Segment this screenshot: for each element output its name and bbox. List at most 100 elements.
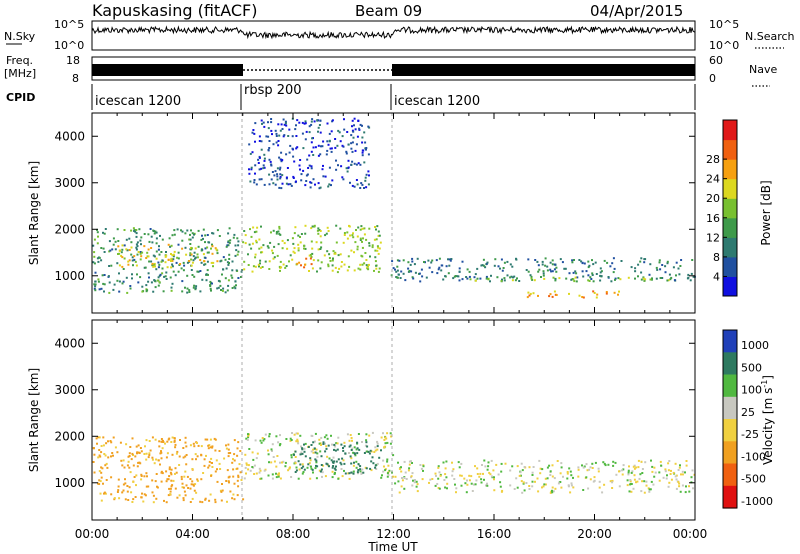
power-point: [506, 260, 509, 263]
power-point: [209, 285, 212, 287]
power-point: [315, 241, 318, 244]
velocity-point: [166, 452, 169, 455]
power-point: [541, 263, 544, 266]
power-point: [126, 249, 129, 252]
power-point: [308, 131, 311, 134]
power-point: [145, 257, 148, 259]
velocity-point: [313, 440, 316, 443]
power-point: [131, 256, 134, 259]
velocity-point: [382, 470, 385, 473]
velocity-point: [519, 474, 522, 477]
power-point: [129, 287, 132, 290]
velocity-point: [260, 441, 263, 444]
power-colorbar-swatch: [723, 120, 737, 141]
velocity-point: [297, 442, 300, 445]
power-point: [260, 178, 263, 181]
freq-label: Freq.: [6, 54, 33, 67]
power-point: [573, 259, 575, 261]
velocity-point: [348, 477, 351, 480]
power-point: [204, 263, 207, 266]
velocity-point: [191, 458, 194, 461]
velocity-point: [368, 434, 371, 437]
velocity-point: [454, 483, 456, 486]
velocity-point: [531, 485, 534, 488]
velocity-point: [422, 469, 424, 472]
power-point: [189, 233, 191, 236]
power-point: [361, 246, 364, 249]
velocity-point: [684, 491, 687, 494]
power-point: [425, 276, 428, 279]
velocity-colorbar-swatch: [723, 463, 737, 487]
velocity-point: [93, 453, 96, 456]
power-point: [153, 255, 156, 258]
power-point: [313, 224, 316, 227]
power-point: [317, 126, 320, 129]
power-point: [248, 168, 250, 171]
power-point: [316, 119, 319, 122]
velocity-point: [190, 483, 193, 486]
velocity-point: [493, 476, 495, 479]
power-point: [189, 252, 192, 255]
power-point: [375, 228, 377, 231]
power-point: [661, 264, 664, 266]
power-point: [357, 226, 360, 229]
power-point: [312, 154, 315, 156]
velocity-point: [408, 460, 411, 463]
power-point: [254, 265, 257, 268]
power-point: [614, 277, 617, 280]
power-point: [571, 261, 574, 264]
velocity-point: [643, 491, 646, 494]
power-point: [327, 185, 330, 188]
power-point: [576, 276, 579, 279]
velocity-point: [611, 481, 614, 484]
power-point: [148, 240, 151, 243]
velocity-point: [155, 497, 158, 500]
velocity-point: [98, 454, 101, 457]
power-point: [591, 272, 594, 275]
power-point: [263, 153, 266, 156]
power-point: [186, 274, 189, 277]
power-point: [141, 251, 144, 254]
power-point: [150, 247, 153, 249]
velocity-point: [522, 481, 525, 484]
power-point: [257, 263, 260, 266]
power-point: [588, 280, 591, 282]
velocity-point: [331, 476, 334, 479]
velocity-point: [253, 473, 256, 475]
velocity-point: [392, 454, 395, 457]
power-colorbar-tick-label: 4: [713, 270, 720, 283]
power-point: [139, 239, 142, 242]
power-point: [310, 120, 313, 123]
power-point: [287, 135, 290, 137]
velocity-point: [218, 462, 221, 465]
velocity-point: [303, 447, 306, 450]
power-point: [659, 277, 662, 279]
velocity-point: [633, 478, 636, 481]
power-point: [342, 241, 345, 244]
power-point: [118, 249, 121, 252]
velocity-point: [238, 463, 241, 466]
power-point: [186, 229, 189, 232]
velocity-point: [99, 455, 102, 458]
power-point: [640, 278, 643, 281]
power-point: [93, 287, 96, 290]
velocity-point: [651, 470, 654, 473]
power-point: [650, 278, 653, 281]
power-point: [190, 247, 193, 250]
power-point: [153, 263, 156, 266]
velocity-point: [160, 471, 163, 474]
power-point: [200, 238, 203, 241]
power-point: [237, 277, 240, 279]
velocity-point: [350, 471, 353, 474]
velocity-point: [352, 470, 355, 473]
power-point: [530, 277, 533, 280]
velocity-point: [438, 471, 441, 474]
power-point: [609, 265, 612, 268]
velocity-point: [125, 443, 128, 446]
velocity-point: [285, 438, 288, 440]
power-colorbar-swatch: [723, 276, 737, 297]
power-point: [413, 263, 416, 266]
velocity-point: [170, 473, 173, 476]
power-colorbar-swatch: [723, 139, 737, 160]
